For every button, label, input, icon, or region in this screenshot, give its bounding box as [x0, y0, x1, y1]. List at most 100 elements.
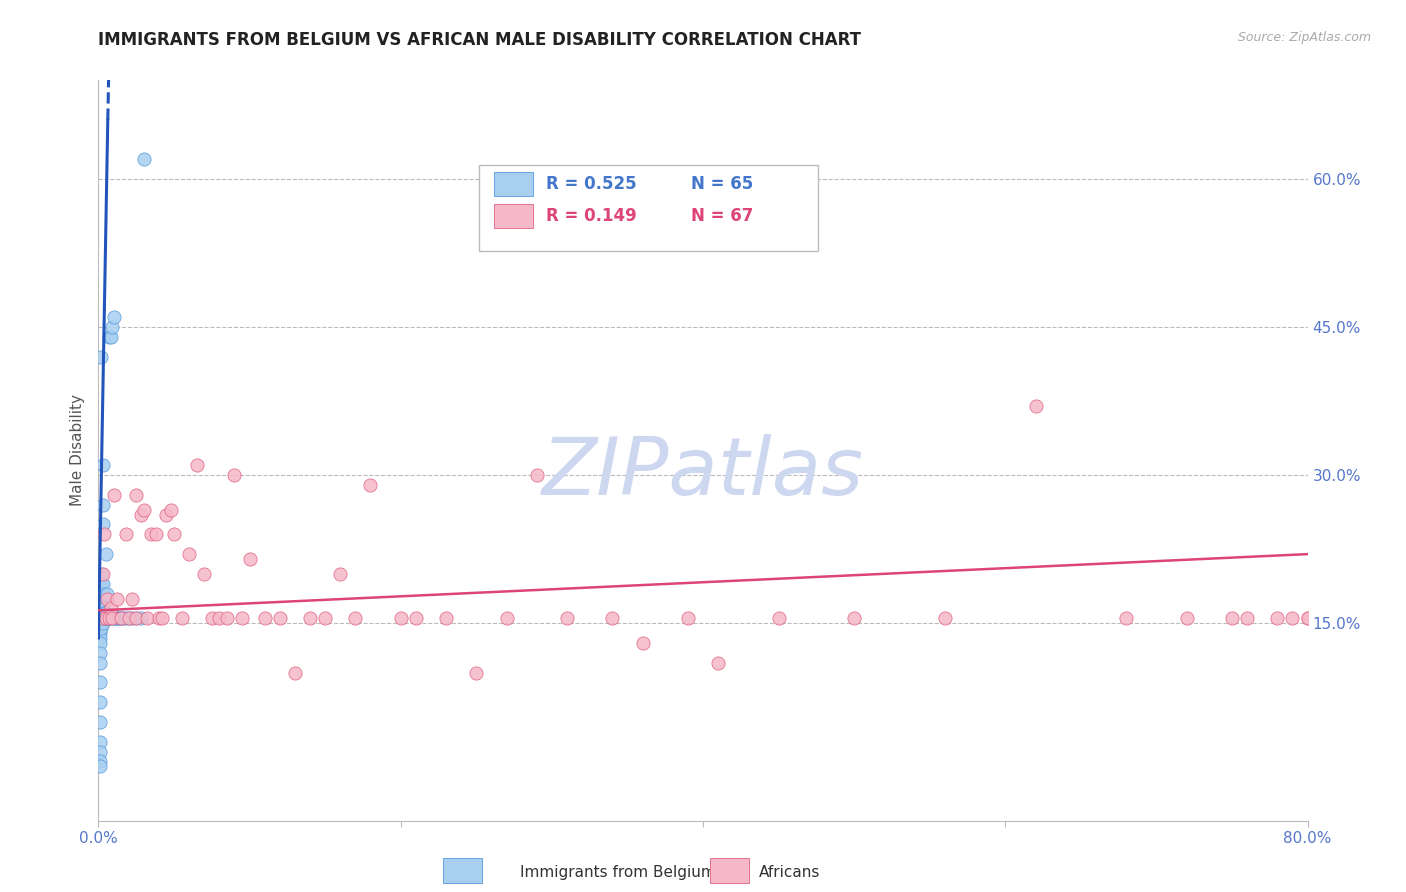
Text: R = 0.149: R = 0.149 [546, 207, 637, 225]
Point [96, 591, 118, 606]
Point [284, 665, 307, 680]
Point [96, 611, 118, 625]
Point [93, 607, 115, 621]
Point [90, 611, 112, 625]
Point [526, 468, 548, 483]
Point [90, 616, 112, 631]
Point [114, 611, 136, 625]
Point [110, 611, 132, 625]
Point [90, 601, 112, 615]
Point [231, 611, 253, 625]
Point [89, 597, 111, 611]
Point [89, 759, 111, 773]
Point [676, 611, 699, 625]
Point [224, 468, 246, 483]
Point [103, 611, 125, 625]
Point [94, 607, 117, 621]
Point [329, 566, 352, 581]
Point [1115, 611, 1137, 625]
Point [89, 675, 111, 690]
Point [89, 616, 111, 631]
Point [602, 611, 624, 625]
FancyBboxPatch shape [479, 165, 818, 251]
Point [269, 611, 291, 625]
Text: Immigrants from Belgium: Immigrants from Belgium [520, 865, 716, 880]
Point [90, 576, 112, 591]
Point [93, 611, 115, 625]
Point [90, 621, 112, 635]
FancyBboxPatch shape [494, 204, 533, 227]
Point [179, 547, 201, 561]
Point [160, 502, 183, 516]
Point [89, 607, 111, 621]
Point [253, 611, 276, 625]
Point [100, 611, 122, 625]
Point [201, 611, 224, 625]
Point [89, 601, 111, 615]
Point [93, 527, 115, 541]
Point [111, 611, 134, 625]
Point [555, 611, 578, 625]
Point [163, 527, 186, 541]
Point [105, 611, 128, 625]
Point [93, 586, 115, 600]
Point [631, 636, 654, 650]
Point [98, 330, 121, 344]
Point [90, 607, 112, 621]
Point [125, 488, 148, 502]
Point [98, 611, 121, 625]
Point [1281, 611, 1303, 625]
Point [103, 310, 125, 325]
Point [100, 601, 122, 615]
Point [844, 611, 866, 625]
Point [91, 576, 114, 591]
Point [105, 591, 128, 606]
Point [132, 153, 155, 167]
Point [100, 330, 122, 344]
Point [89, 734, 111, 748]
Point [405, 611, 427, 625]
Point [101, 320, 124, 334]
Point [89, 745, 111, 759]
Point [89, 621, 111, 635]
Point [170, 611, 193, 625]
Point [114, 527, 136, 541]
Point [141, 527, 163, 541]
Point [89, 591, 111, 606]
Point [208, 611, 231, 625]
Point [299, 611, 322, 625]
Point [389, 611, 412, 625]
Text: N = 67: N = 67 [690, 207, 754, 225]
Point [1220, 611, 1243, 625]
Point [89, 714, 111, 729]
Point [94, 611, 117, 625]
Point [707, 656, 730, 670]
Point [934, 611, 956, 625]
Point [89, 695, 111, 709]
Point [239, 552, 262, 566]
Point [104, 611, 127, 625]
Point [90, 350, 112, 364]
Point [90, 591, 112, 606]
Point [94, 611, 117, 625]
Point [89, 631, 111, 645]
Point [91, 611, 114, 625]
Point [186, 458, 208, 473]
Point [89, 586, 111, 600]
Point [89, 636, 111, 650]
Point [150, 611, 173, 625]
Point [1267, 611, 1289, 625]
Point [103, 488, 125, 502]
Point [108, 611, 131, 625]
Point [91, 601, 114, 615]
Text: N = 65: N = 65 [690, 175, 754, 193]
Point [89, 611, 111, 625]
Point [129, 611, 152, 625]
Point [155, 508, 177, 522]
Point [118, 611, 141, 625]
Point [90, 597, 112, 611]
Point [465, 665, 488, 680]
Point [94, 547, 117, 561]
Point [495, 611, 517, 625]
Point [215, 611, 238, 625]
